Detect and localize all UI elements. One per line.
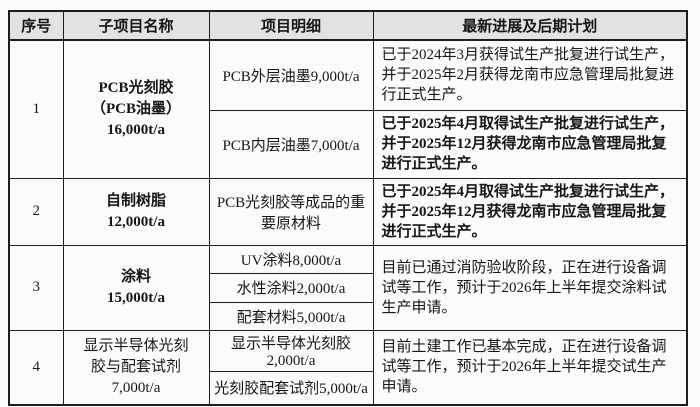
row-4-no: 4 — [8, 329, 64, 406]
row-3-detail-3: 配套材料5,000t/a — [208, 301, 374, 331]
table-row: 3 涂料 15,000t/a UV涂料8,000t/a 目前已通过消防验收阶段，… — [8, 244, 688, 331]
row-3-name-line-2: 15,000t/a — [107, 289, 165, 306]
table-row: 1 PCB光刻胶 （PCB油墨） 16,000t/a PCB外层油墨9,000t… — [8, 39, 688, 179]
row-2-name: 自制树脂 12,000t/a — [62, 177, 210, 246]
row-2-name-line-1: 自制树脂 — [105, 192, 166, 209]
row-1-name-line-3: 16,000t/a — [107, 121, 165, 138]
table-row: PCB内层油墨7,000t/a 已于2025年4月取得试生产批复进行试生产，并于… — [9, 109, 688, 179]
row-4-detail-2: 光刻胶配套试剂5,000t/a — [208, 370, 374, 406]
row-1-progress-1: 已于2024年3月获得试生产批复进行试生产，并于2025年2月获得龙南市应急管理… — [372, 39, 688, 111]
table-row: 光刻胶配套试剂5,000t/a — [9, 370, 687, 406]
row-4-name-line-2: 胶与配套试剂 — [90, 358, 181, 375]
row-1-name: PCB光刻胶 （PCB油墨） 16,000t/a — [62, 39, 210, 179]
document-page: 序号 子项目名称 项目明细 最新进展及后期计划 1 PCB光刻胶 （PCB油墨）… — [8, 10, 688, 406]
row-3-detail-2: 水性涂料2,000t/a — [208, 272, 374, 303]
header-col-progress: 最新进展及后期计划 — [372, 10, 688, 41]
row-3-detail-1: UV涂料8,000t/a — [208, 244, 374, 274]
row-4-progress-1: 目前土建工作已基本完成，正在进行设备调试等工作，预计于2026年上半年提交试生产… — [372, 329, 688, 406]
row-1-detail-1: PCB外层油墨9,000t/a — [208, 39, 374, 111]
table-row: 配套材料5,000t/a — [9, 301, 687, 331]
table-row: 2 自制树脂 12,000t/a PCB光刻胶等成品的重要原材料 已于2025年… — [8, 177, 688, 246]
row-4-name-line-1: 显示半导体光刻 — [83, 337, 189, 354]
header-col-subproject: 子项目名称 — [62, 10, 210, 41]
row-3-progress-1: 目前已通过消防验收阶段，正在进行设备调试等工作，预计于2026年上半年提交涂料试… — [372, 244, 688, 331]
row-4-name: 显示半导体光刻 胶与配套试剂 7,000t/a — [62, 329, 210, 406]
table-row: 水性涂料2,000t/a — [9, 272, 687, 303]
row-1-progress-2: 已于2025年4月取得试生产批复进行试生产，并于2025年12月获得龙南市应急管… — [372, 109, 688, 179]
header-col-detail: 项目明细 — [208, 10, 374, 41]
row-4-detail-1: 显示半导体光刻胶2,000t/a — [208, 329, 374, 372]
header-col-no: 序号 — [8, 10, 64, 41]
row-2-name-line-2: 12,000t/a — [107, 213, 165, 230]
project-progress-table: 序号 子项目名称 项目明细 最新进展及后期计划 1 PCB光刻胶 （PCB油墨）… — [8, 10, 688, 406]
row-3-name-line-1: 涂料 — [120, 268, 151, 285]
table-row: 4 显示半导体光刻 胶与配套试剂 7,000t/a 显示半导体光刻胶2,000t… — [8, 329, 688, 406]
row-1-name-line-1: PCB光刻胶 — [98, 79, 174, 96]
row-2-progress-1: 已于2025年4月取得试生产批复进行试生产，并于2025年12月获得龙南市应急管… — [372, 177, 688, 246]
row-4-name-line-3: 7,000t/a — [111, 379, 161, 396]
row-1-name-line-2: （PCB油墨） — [90, 100, 181, 117]
row-1-detail-2: PCB内层油墨7,000t/a — [208, 109, 374, 179]
row-3-name: 涂料 15,000t/a — [62, 244, 210, 331]
row-2-no: 2 — [8, 177, 64, 246]
row-3-no: 3 — [8, 244, 64, 331]
header-row: 序号 子项目名称 项目明细 最新进展及后期计划 — [8, 10, 688, 41]
row-2-detail-1: PCB光刻胶等成品的重要原材料 — [208, 177, 374, 246]
row-1-no: 1 — [8, 39, 64, 179]
